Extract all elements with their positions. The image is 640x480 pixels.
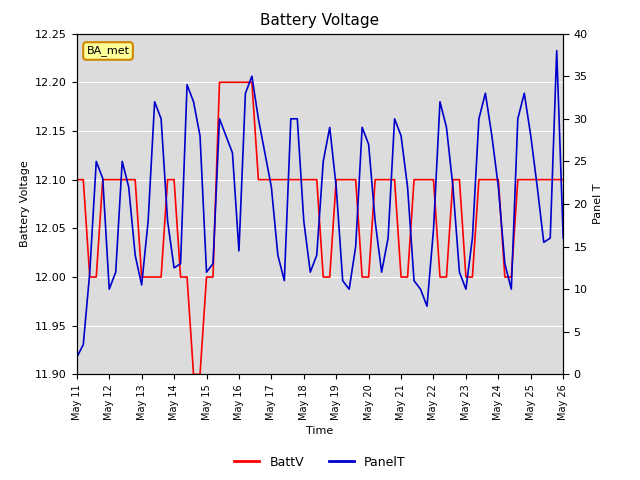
Title: Battery Voltage: Battery Voltage (260, 13, 380, 28)
Y-axis label: Battery Voltage: Battery Voltage (20, 161, 29, 247)
Text: BA_met: BA_met (86, 46, 129, 57)
Y-axis label: Panel T: Panel T (593, 184, 604, 224)
Legend: BattV, PanelT: BattV, PanelT (229, 451, 411, 474)
X-axis label: Time: Time (307, 426, 333, 435)
